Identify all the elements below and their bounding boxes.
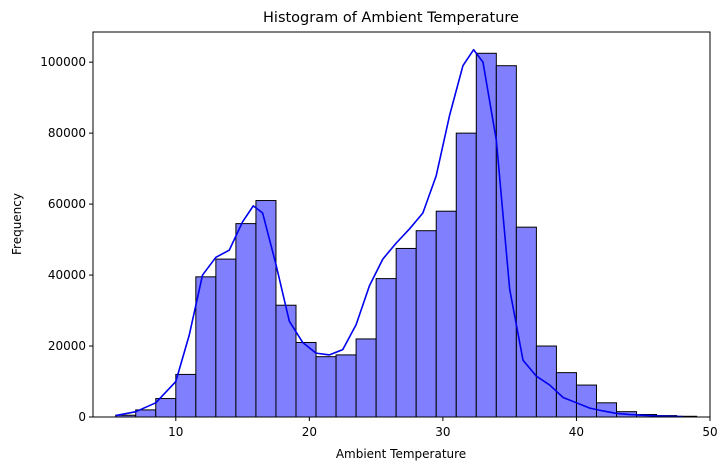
- x-tick-label: 40: [569, 425, 584, 439]
- histogram-bar: [455, 132, 477, 418]
- kde-line: [115, 48, 684, 418]
- histogram-bar: [295, 341, 317, 418]
- y-tick-label: 60000: [48, 197, 86, 211]
- kde-group: [115, 48, 684, 418]
- histogram-bar: [395, 247, 417, 418]
- plot-frame: [92, 31, 711, 418]
- chart-title: Histogram of Ambient Temperature: [263, 10, 519, 26]
- y-axis-label: Frequency: [10, 193, 24, 255]
- y-tick-label: 20000: [48, 339, 86, 353]
- histogram-bar: [495, 65, 517, 418]
- histogram-bar: [475, 52, 497, 418]
- x-tick-label: 50: [702, 425, 717, 439]
- x-tick-label: 10: [168, 425, 183, 439]
- x-axis-label: Ambient Temperature: [336, 447, 466, 461]
- y-tick-label: 0: [78, 410, 86, 424]
- histogram-bar: [275, 304, 297, 418]
- histogram-bar: [355, 338, 377, 418]
- histogram-bar: [375, 278, 397, 418]
- x-tick-label: 30: [435, 425, 450, 439]
- histogram-bar: [535, 345, 557, 418]
- x-axis-ticks: 10 20 30 40 50: [168, 417, 718, 439]
- histogram-bar: [315, 356, 337, 418]
- histogram-bar: [255, 200, 277, 418]
- histogram-bar: [335, 354, 357, 418]
- histogram-bar: [415, 230, 437, 418]
- histogram-bar: [575, 384, 597, 418]
- bars-group: [115, 52, 698, 418]
- y-tick-label: 100000: [40, 55, 86, 69]
- histogram-bar: [175, 373, 197, 418]
- y-tick-label: 40000: [48, 268, 86, 282]
- histogram-bar: [195, 276, 217, 418]
- histogram-bar: [155, 398, 177, 418]
- histogram-bar: [215, 258, 237, 418]
- y-axis-ticks: 0 20000 40000 60000 80000 100000: [40, 55, 93, 424]
- histogram-bar: [515, 226, 537, 418]
- x-tick-label: 20: [302, 425, 317, 439]
- histogram-bar: [435, 210, 457, 418]
- y-tick-label: 80000: [48, 126, 86, 140]
- histogram-bar: [235, 223, 257, 418]
